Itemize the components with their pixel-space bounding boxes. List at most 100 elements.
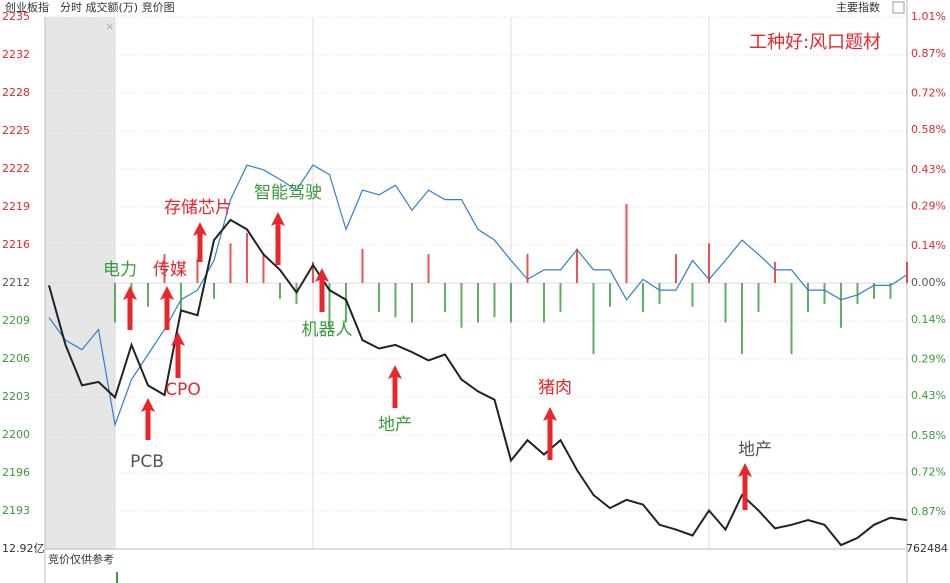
- y2-tick-label: 0.00%: [911, 276, 946, 289]
- y-tick-label: 2206: [2, 352, 30, 365]
- bar: [872, 283, 875, 299]
- bar: [707, 243, 710, 283]
- y-tick-label: 2209: [2, 314, 30, 327]
- y2-tick-label: 0.58%: [911, 429, 946, 442]
- bar: [377, 283, 380, 312]
- bar: [245, 232, 248, 283]
- y-tick-label: 2200: [2, 428, 30, 441]
- bar: [658, 283, 661, 305]
- bar: [328, 283, 331, 328]
- y2-tick-label: 0.29%: [911, 200, 946, 213]
- annotation: PCB: [130, 452, 164, 472]
- y2-tick-label: 0.14%: [911, 313, 946, 326]
- series-line: [48, 218, 908, 547]
- annotation-arrow: [193, 222, 207, 262]
- y-tick-label: 2219: [2, 200, 30, 213]
- bar: [278, 283, 281, 299]
- close-icon: ×: [105, 20, 114, 33]
- bar: [476, 283, 479, 323]
- bar: [641, 283, 644, 312]
- y2-tick-label: 0.43%: [911, 389, 946, 402]
- bar: [724, 283, 727, 323]
- bar: [163, 254, 166, 283]
- y-tick-label: 2232: [2, 48, 30, 61]
- bar: [410, 283, 413, 323]
- annotation-arrow: [388, 365, 402, 408]
- bar: [740, 283, 743, 355]
- bar: [394, 283, 397, 318]
- bar: [790, 283, 793, 355]
- tab-label[interactable]: 主要指数: [836, 0, 880, 14]
- y-tick-label: 2212: [2, 276, 30, 289]
- bar: [575, 248, 578, 283]
- series-line: [48, 164, 908, 428]
- bar: [806, 283, 809, 312]
- annotation: 机器人: [302, 320, 353, 340]
- bar: [691, 283, 694, 307]
- y-tick-label: 2193: [2, 504, 30, 517]
- y-tick-label: 2235: [2, 10, 30, 23]
- y2-tick-label: 0.43%: [911, 163, 946, 176]
- annotation-arrow: [171, 332, 185, 378]
- bar: [179, 283, 182, 312]
- bar: [542, 283, 545, 323]
- bar: [262, 254, 265, 283]
- y-tick-label: 2216: [2, 238, 30, 251]
- bar: [212, 283, 215, 299]
- chart-title: 创业板指: [5, 0, 49, 14]
- bar: [196, 259, 199, 283]
- bar: [773, 261, 776, 283]
- bar: [674, 254, 677, 283]
- bar: [509, 283, 512, 323]
- annotation-arrow: [315, 268, 329, 312]
- bar: [443, 283, 446, 312]
- bar: [823, 283, 826, 305]
- y2-tick-label: 0.29%: [911, 352, 946, 365]
- bar: [906, 261, 908, 283]
- bar: [856, 283, 859, 305]
- annotation: 智能驾驶: [254, 183, 322, 203]
- y2-tick-label: 0.72%: [911, 466, 946, 479]
- annotation: 电力: [103, 260, 137, 280]
- y2-tick-label: 0.14%: [911, 239, 946, 252]
- annotation-arrow: [738, 463, 752, 510]
- bar: [625, 203, 628, 283]
- auction-volume: [116, 572, 118, 583]
- tab-icon[interactable]: [892, 1, 905, 14]
- chart-subtitle: 分时 成交额(万) 竞价图: [60, 0, 175, 14]
- annotation: 猪肉: [538, 378, 572, 398]
- bar: [361, 248, 364, 283]
- annotation-arrow: [141, 398, 155, 440]
- bar: [113, 283, 116, 323]
- annotation-arrow: [271, 212, 285, 265]
- annotation: CPO: [165, 380, 201, 400]
- bar: [460, 283, 463, 328]
- annotation: 工种好:风口题材: [749, 32, 881, 53]
- y2-tick-label: 0.87%: [911, 47, 946, 60]
- annotation-arrow: [123, 286, 137, 330]
- bar: [311, 261, 314, 283]
- bar: [427, 254, 430, 283]
- y-tick-label: 2196: [2, 466, 30, 479]
- bar: [559, 283, 562, 312]
- volume-value: 762484: [906, 542, 948, 555]
- annotation: 地产: [738, 440, 772, 460]
- annotation: 地产: [378, 415, 412, 435]
- y-tick-label: 2203: [2, 390, 30, 403]
- annotation: 存储芯片: [164, 198, 232, 218]
- bar: [526, 254, 529, 283]
- y2-tick-label: 1.01%: [911, 10, 946, 23]
- auction-note: 竞价仅供参考: [48, 552, 114, 566]
- bar: [493, 283, 496, 318]
- bar: [592, 283, 595, 355]
- bar: [229, 243, 232, 283]
- y2-tick-label: 0.72%: [911, 86, 946, 99]
- annotation: 传媒: [153, 260, 187, 280]
- y-tick-label: 2222: [2, 162, 30, 175]
- y2-tick-label: 0.58%: [911, 123, 946, 136]
- bar: [608, 283, 611, 307]
- bar: [146, 283, 149, 307]
- bar: [344, 283, 347, 323]
